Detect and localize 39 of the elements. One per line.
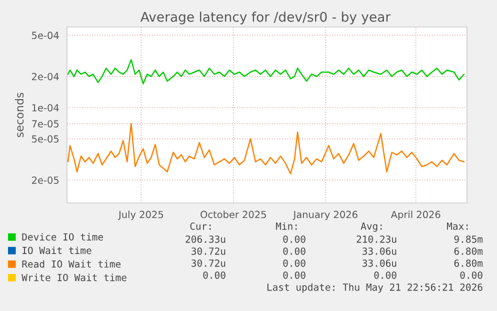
legend-label: Device IO time (22, 233, 103, 241)
chart-title: Average latency for /dev/sr0 - by year (140, 12, 391, 24)
legend-label: Write IO Wait time (22, 274, 126, 282)
y-tick-label: 2e-04 (32, 72, 59, 80)
text: Avg: (360, 222, 382, 232)
text: 0.00 (283, 259, 306, 267)
legend-label: Read IO Wait time (22, 260, 121, 268)
y-tick-label: 1e-04 (32, 104, 59, 112)
text: 33.06u (362, 259, 396, 267)
x-tick-label: July 2025 (118, 210, 163, 220)
y-tick-label: 2e-05 (32, 176, 59, 184)
x-tick-label: October 2025 (200, 210, 266, 218)
text: 0.00 (283, 271, 306, 279)
text: Min: (276, 222, 297, 230)
line-series (67, 123, 465, 174)
text: 0.00 (374, 271, 396, 279)
text: 0.00 (460, 271, 482, 279)
y-tick-label: 7e-05 (32, 120, 59, 128)
line-series (67, 59, 465, 84)
text: 0.00 (283, 235, 306, 243)
text: 0.00 (203, 271, 226, 279)
text: 206.33u (186, 235, 226, 243)
text: 30.72u (192, 247, 226, 255)
text: Last update: Thu May 21 22:56:21 2026 (267, 283, 482, 293)
y-tick-label: 5e-04 (32, 32, 59, 40)
text: 30.72u (192, 259, 226, 267)
x-tick-label: April 2026 (390, 210, 440, 220)
text: 9.85m (454, 235, 483, 243)
text: 210.23u (356, 235, 396, 243)
text: 0.00 (283, 247, 306, 255)
text: 33.06u (362, 247, 396, 255)
text: Max: (446, 222, 468, 230)
text: 6.80m (454, 247, 483, 255)
y-axis-title: seconds (15, 92, 24, 138)
legend-label: IO Wait time (22, 246, 92, 254)
x-tick-label: January 2026 (292, 210, 358, 220)
text: 6.80m (454, 259, 483, 267)
y-tick-label: 5e-05 (32, 135, 59, 143)
text: Cur: (190, 222, 211, 230)
